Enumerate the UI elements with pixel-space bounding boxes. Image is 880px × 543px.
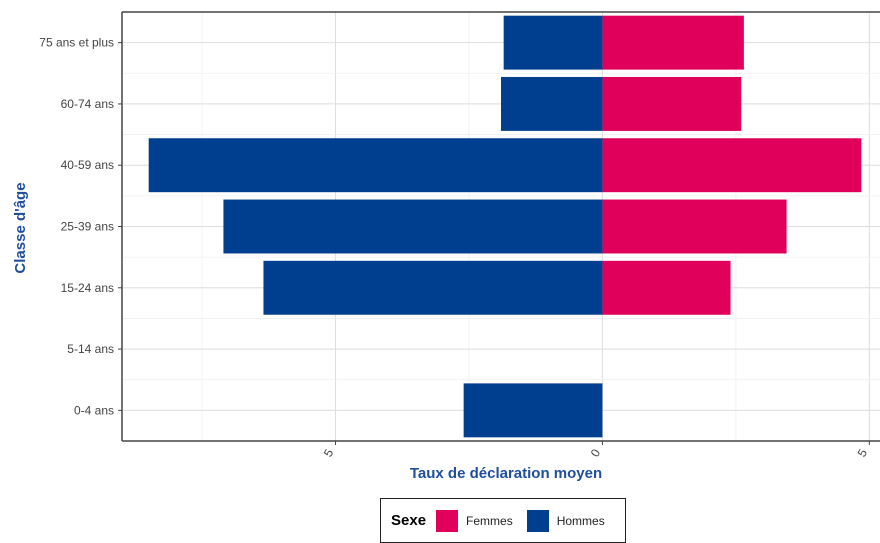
legend-key-femmes	[436, 509, 459, 532]
bar-femmes	[602, 76, 742, 131]
x-tick-label: 5	[855, 446, 871, 459]
legend-label-femmes: Femmes	[466, 513, 513, 528]
bar-hommes	[501, 76, 603, 131]
legend: Sexe Femmes Hommes	[380, 498, 626, 543]
y-tick-label: 75 ans et plus	[39, 36, 114, 50]
x-tick-label: 5	[321, 446, 337, 459]
legend-key-hommes	[526, 509, 549, 532]
bar-hommes	[263, 260, 603, 315]
y-tick-label: 40-59 ans	[61, 158, 114, 172]
bar-hommes	[463, 383, 603, 438]
bar-hommes	[148, 138, 603, 193]
y-tick-label: 0-4 ans	[74, 403, 114, 417]
y-tick-label: 15-24 ans	[61, 281, 114, 295]
bar-hommes	[503, 15, 603, 70]
bar-femmes	[602, 138, 862, 193]
legend-title: Sexe	[391, 512, 427, 529]
x-tick-label: 0	[588, 446, 604, 459]
axes: 75 ans et plus 60-74 ans 40-59 ans 25-39 an…	[39, 11, 880, 459]
y-tick-label: 5-14 ans	[67, 342, 114, 356]
bar-hommes	[223, 199, 603, 254]
bar-femmes	[602, 199, 787, 254]
y-tick-label: 60-74 ans	[61, 97, 114, 111]
y-tick-label: 25-39 ans	[61, 220, 114, 234]
legend-label-hommes: Hommes	[556, 513, 605, 528]
x-axis-title: Taux de déclaration moyen	[410, 465, 602, 482]
bar-femmes	[602, 260, 731, 315]
bar-femmes	[602, 15, 744, 70]
bars	[148, 15, 862, 438]
y-axis-title: Classe d'âge	[12, 182, 29, 273]
